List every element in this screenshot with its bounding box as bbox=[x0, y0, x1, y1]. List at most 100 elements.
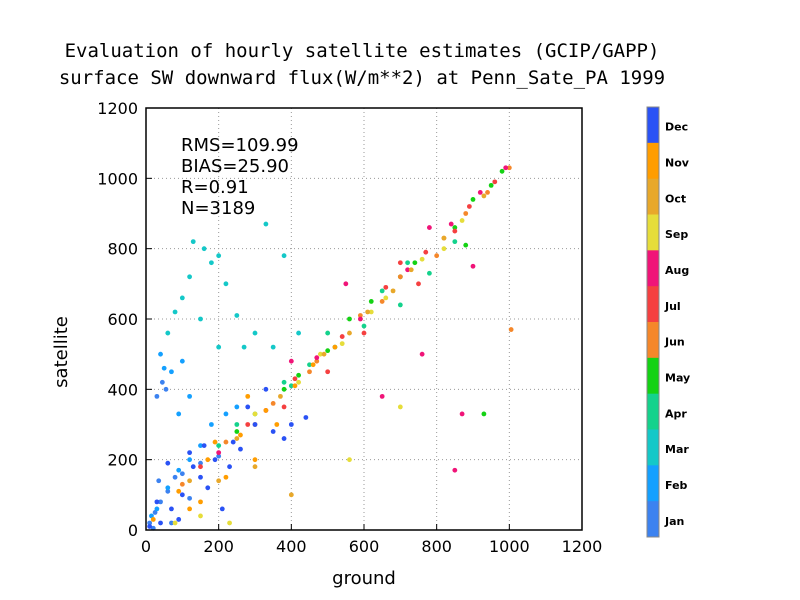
point-aug bbox=[405, 267, 410, 273]
legend-frame bbox=[646, 106, 660, 538]
point-oct bbox=[288, 492, 294, 498]
y-tick-label: 200 bbox=[107, 451, 138, 470]
point-jul bbox=[397, 260, 403, 266]
legend-swatch-aug bbox=[647, 250, 659, 287]
point-feb bbox=[198, 443, 203, 448]
point-feb bbox=[161, 365, 167, 371]
point-nov bbox=[332, 344, 338, 350]
legend-label-jan: Jan bbox=[664, 515, 684, 528]
point-oct bbox=[187, 478, 193, 484]
point-jul bbox=[198, 464, 203, 470]
point-may bbox=[296, 372, 301, 378]
point-sep bbox=[227, 520, 232, 526]
point-sep bbox=[172, 520, 178, 526]
point-feb bbox=[187, 457, 193, 463]
point-mar bbox=[216, 344, 222, 350]
point-jul bbox=[325, 369, 331, 375]
point-jul bbox=[452, 228, 458, 234]
point-jan bbox=[172, 474, 178, 480]
point-aug bbox=[459, 411, 465, 417]
point-dec bbox=[165, 460, 171, 466]
point-jan bbox=[147, 520, 153, 526]
point-aug bbox=[314, 355, 320, 361]
point-mar bbox=[296, 330, 301, 336]
point-feb bbox=[209, 422, 214, 427]
point-apr bbox=[281, 379, 287, 385]
legend-swatch-sep bbox=[647, 214, 659, 251]
point-apr bbox=[452, 239, 458, 245]
point-mar bbox=[216, 253, 222, 259]
point-dec bbox=[179, 492, 185, 498]
y-tick-label: 1200 bbox=[97, 99, 138, 118]
legend-swatch-feb bbox=[647, 465, 659, 502]
point-may bbox=[368, 299, 374, 304]
point-jan bbox=[165, 488, 171, 494]
point-may bbox=[281, 386, 287, 392]
x-tick-label: 600 bbox=[349, 537, 380, 556]
point-jan bbox=[156, 478, 162, 484]
point-jun bbox=[223, 439, 229, 445]
y-axis-label: satellite bbox=[51, 316, 72, 388]
point-aug bbox=[357, 316, 363, 322]
point-jan bbox=[198, 460, 203, 466]
point-may bbox=[499, 168, 505, 174]
point-sep bbox=[459, 218, 465, 223]
point-dec bbox=[252, 422, 258, 427]
point-nov bbox=[212, 439, 218, 445]
point-dec bbox=[212, 457, 218, 463]
point-dec bbox=[270, 429, 276, 434]
point-sep bbox=[252, 411, 258, 417]
point-dec bbox=[238, 446, 243, 452]
point-jul bbox=[361, 330, 367, 336]
point-jun bbox=[270, 401, 276, 406]
stat-bias: BIAS=25.90 bbox=[181, 156, 289, 177]
legend-label-mar: Mar bbox=[665, 443, 689, 456]
point-dec bbox=[176, 517, 182, 522]
legend-swatch-nov bbox=[647, 142, 659, 180]
point-aug bbox=[448, 221, 454, 227]
point-aug bbox=[477, 190, 483, 195]
point-jun bbox=[463, 211, 469, 216]
point-nov bbox=[274, 422, 280, 427]
point-jul bbox=[245, 422, 251, 427]
legend-swatch-apr bbox=[647, 393, 659, 430]
legend-label-sep: Sep bbox=[665, 228, 688, 241]
x-axis-label: ground bbox=[332, 568, 396, 589]
point-mar bbox=[281, 253, 287, 259]
point-jan bbox=[158, 499, 163, 505]
legend-label-feb: Feb bbox=[665, 479, 688, 492]
point-jul bbox=[416, 281, 421, 287]
point-dec bbox=[230, 439, 236, 445]
point-may bbox=[325, 348, 331, 354]
point-mar bbox=[201, 246, 207, 252]
point-nov bbox=[263, 408, 269, 413]
x-tick-label: 800 bbox=[421, 537, 452, 556]
point-nov bbox=[238, 432, 243, 438]
x-tick-label: 0 bbox=[141, 537, 151, 556]
legend-swatch-oct bbox=[647, 178, 659, 215]
point-mar bbox=[252, 330, 258, 336]
point-may bbox=[481, 411, 487, 417]
point-jan bbox=[216, 453, 222, 459]
point-oct bbox=[408, 267, 414, 273]
point-dec bbox=[263, 386, 269, 392]
point-mar bbox=[165, 330, 171, 336]
point-jun bbox=[379, 299, 385, 304]
point-apr bbox=[397, 302, 403, 308]
point-dec bbox=[281, 436, 287, 441]
legend-swatch-jun bbox=[647, 322, 659, 359]
point-nov bbox=[205, 457, 211, 463]
point-oct bbox=[390, 288, 396, 294]
point-mar bbox=[241, 344, 247, 350]
legend-label-dec: Dec bbox=[665, 121, 688, 134]
point-dec bbox=[219, 506, 225, 512]
x-tick-label: 1200 bbox=[562, 537, 603, 556]
point-oct bbox=[252, 464, 258, 470]
point-may bbox=[412, 260, 418, 266]
point-nov bbox=[150, 517, 156, 522]
point-feb bbox=[154, 506, 160, 512]
point-apr bbox=[379, 288, 385, 294]
point-jun bbox=[434, 253, 440, 259]
point-jun bbox=[357, 313, 363, 318]
point-jan bbox=[163, 386, 169, 392]
